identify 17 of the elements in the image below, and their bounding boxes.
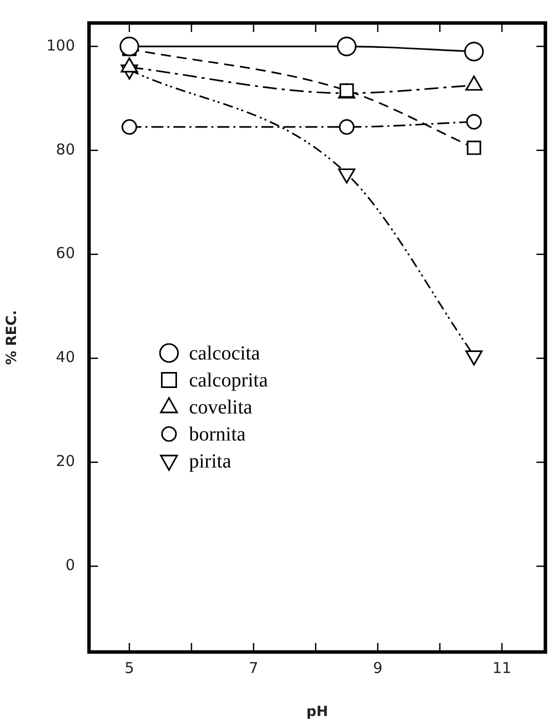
legend-label: covelita	[189, 396, 252, 418]
y-tick-label: 100	[46, 36, 75, 54]
legend-label: calcoprita	[189, 369, 268, 392]
legend-label: pirita	[189, 450, 232, 472]
x-tick-label: 9	[372, 658, 383, 677]
x-tick-label: 5	[124, 658, 134, 677]
y-tick-label: 0	[65, 556, 75, 574]
y-tick-label: 60	[56, 244, 75, 262]
x-tick-label: 7	[248, 658, 258, 677]
x-axis-title: pH	[306, 704, 328, 720]
y-tick-label: 80	[56, 140, 75, 158]
y-axis-title: % REC.	[4, 310, 20, 365]
legend-label: bornita	[189, 423, 246, 446]
y-tick-label: 40	[56, 348, 75, 366]
legend-label: calcocita	[189, 342, 260, 364]
x-tick-label: 11	[492, 658, 512, 677]
y-tick-label: 20	[56, 452, 75, 470]
